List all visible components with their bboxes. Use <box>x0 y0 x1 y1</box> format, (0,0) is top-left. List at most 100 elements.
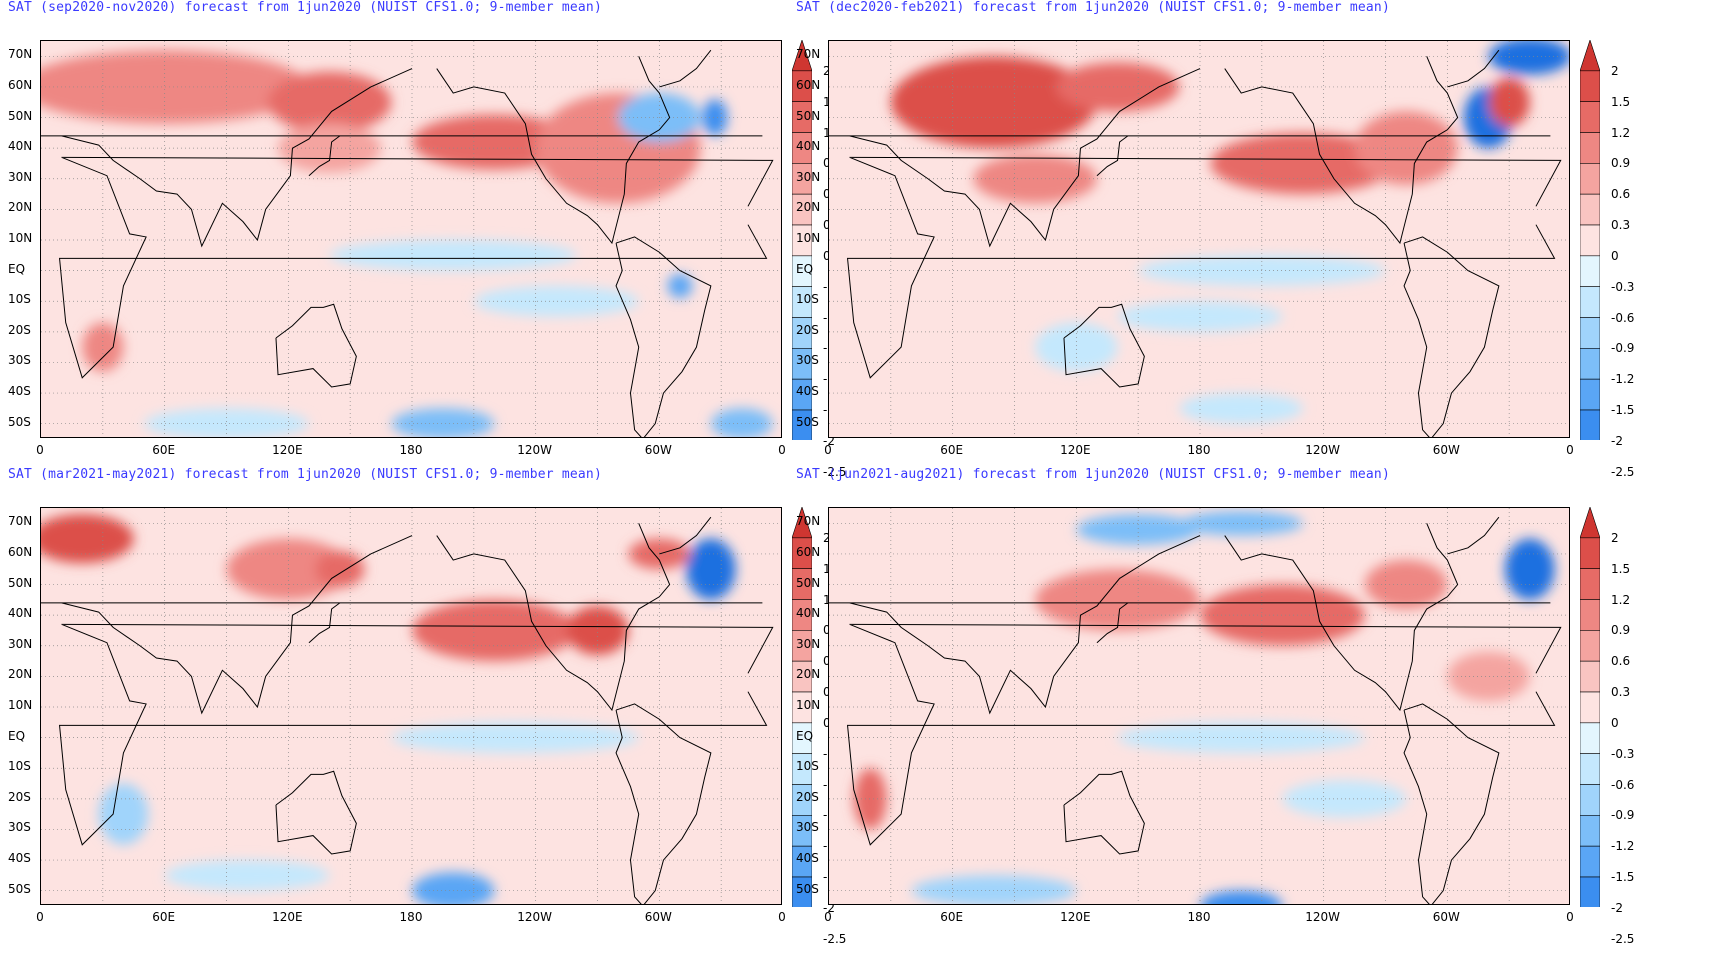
colorbar-segment <box>1580 101 1600 133</box>
colorbar-arrow-top <box>1580 40 1600 72</box>
lat-tick-label: 70N <box>796 514 821 529</box>
lon-tick-label: 120W <box>517 443 553 457</box>
coastline <box>308 602 341 644</box>
lat-tick-label: EQ <box>796 728 814 743</box>
lon-tick-label: 60W <box>644 443 672 457</box>
lat-tick-label: 20N <box>8 200 33 215</box>
coastline <box>58 156 774 379</box>
anomaly-patch <box>412 114 577 170</box>
coastline <box>41 68 763 248</box>
lon-tick-label: 120W <box>1305 910 1341 924</box>
lon-tick-label: 60E <box>940 910 964 924</box>
lat-tick-label: 30N <box>796 169 821 184</box>
anomaly-patch <box>890 56 1097 149</box>
lat-tick-label: 40S <box>796 851 819 866</box>
colorbar-label: 0.9 <box>1611 156 1631 171</box>
map-panel-sep-nov: SAT (sep2020-nov2020) forecast from 1jun… <box>0 0 855 482</box>
lat-tick-label: 10S <box>8 759 31 774</box>
lat-tick-label: 60N <box>796 544 821 559</box>
colorbar-label: -1.2 <box>1611 839 1635 854</box>
colorbar-label: 0.6 <box>1611 654 1631 669</box>
lat-tick-label: 40N <box>8 606 33 621</box>
anomaly-patch <box>391 408 495 437</box>
lat-tick-label: 20S <box>8 322 31 337</box>
colorbar-segment <box>1580 568 1600 600</box>
coastline <box>659 516 712 555</box>
colorbar-segment <box>1580 348 1600 380</box>
anomaly-patch <box>686 538 736 600</box>
anomaly-patch <box>973 154 1097 204</box>
anomaly-patch <box>412 599 577 662</box>
coastline <box>615 703 712 904</box>
lon-tick-label: 60W <box>644 910 672 924</box>
anomaly-map <box>828 40 1570 438</box>
lon-tick-label: 120E <box>1060 910 1091 924</box>
colorbar-segment <box>1580 876 1600 907</box>
colorbar-segment <box>1580 378 1600 411</box>
lat-tick-label: 30N <box>8 636 33 651</box>
lat-tick-label: 30S <box>796 820 819 835</box>
lat-tick-label: 50N <box>8 575 33 590</box>
anomaly-patch <box>98 783 149 845</box>
anomaly-patch <box>566 605 629 655</box>
lat-tick-label: 50N <box>796 575 821 590</box>
colorbar-label: 0 <box>823 248 831 263</box>
lat-tick-label: 10S <box>8 292 31 307</box>
colorbar-segment <box>1580 409 1600 440</box>
colorbar-segment <box>792 409 812 440</box>
lat-tick-label: 10N <box>8 231 33 245</box>
anomaly-patch <box>1488 77 1530 127</box>
lon-tick-label: 180 <box>1187 910 1211 924</box>
lat-tick-label: 30S <box>8 353 31 368</box>
colorbar-segment <box>1580 193 1600 226</box>
colorbar-segment <box>1580 163 1600 195</box>
colorbar-segment <box>1580 224 1600 257</box>
lon-tick-label: 60E <box>940 443 964 457</box>
lat-tick-label: 20S <box>8 789 31 804</box>
colorbar-segment <box>1580 691 1600 724</box>
colorbar-label: 0.3 <box>1611 685 1631 699</box>
lon-tick-label: 60E <box>152 910 176 924</box>
colorbar-segment <box>1580 599 1600 631</box>
anomaly-field <box>41 508 781 904</box>
anomaly-patch <box>1179 393 1304 424</box>
lat-tick-label: 30N <box>796 636 821 651</box>
colorbar-label: -2 <box>1611 433 1623 448</box>
lat-tick-label: 10N <box>8 698 33 712</box>
lon-tick-label: 0 <box>1566 910 1574 924</box>
lat-tick-label: 50S <box>796 414 819 429</box>
coastline <box>846 623 1562 846</box>
map-panel-jun-aug: SAT (jun2021-aug2021) forecast from 1jun… <box>788 467 1643 949</box>
map-panel-dec-feb: SAT (dec2020-feb2021) forecast from 1jun… <box>788 0 1643 482</box>
colorbar-label: -2 <box>1611 900 1623 915</box>
colorbar-label: 2 <box>823 530 831 545</box>
colorbar <box>1580 40 1600 440</box>
anomaly-patch <box>41 514 134 564</box>
lon-tick-label: 0 <box>824 443 832 457</box>
anomaly-patch <box>144 408 309 437</box>
coastline <box>829 68 1551 248</box>
colorbar-label: -0.6 <box>1611 777 1635 792</box>
anomaly-patch <box>1076 514 1200 545</box>
colorbar-label: 2 <box>1611 63 1619 78</box>
lon-tick-label: 180 <box>399 443 423 457</box>
colorbar-label: -1.2 <box>1611 372 1635 387</box>
lat-tick-label: EQ <box>8 261 26 276</box>
colorbar-segment <box>1580 132 1600 164</box>
coastline <box>275 770 357 855</box>
anomaly-patch <box>702 99 728 136</box>
colorbar-label: -1.5 <box>1611 870 1635 884</box>
lon-tick-label: 120W <box>1305 443 1341 457</box>
anomaly-patch <box>628 538 691 570</box>
anomaly-patch <box>1117 301 1283 332</box>
lat-tick-label: 20N <box>796 667 821 682</box>
lat-tick-label: 60N <box>796 77 821 92</box>
lat-tick-label: 50S <box>796 881 819 896</box>
lat-tick-label: 30S <box>8 820 31 835</box>
anomaly-patch <box>315 550 365 588</box>
coastline <box>1063 303 1145 388</box>
colorbar-label: 0.9 <box>1611 623 1631 638</box>
colorbar-segment <box>1580 537 1600 569</box>
anomaly-patch <box>853 768 887 830</box>
lon-tick-label: 120E <box>1060 443 1091 457</box>
